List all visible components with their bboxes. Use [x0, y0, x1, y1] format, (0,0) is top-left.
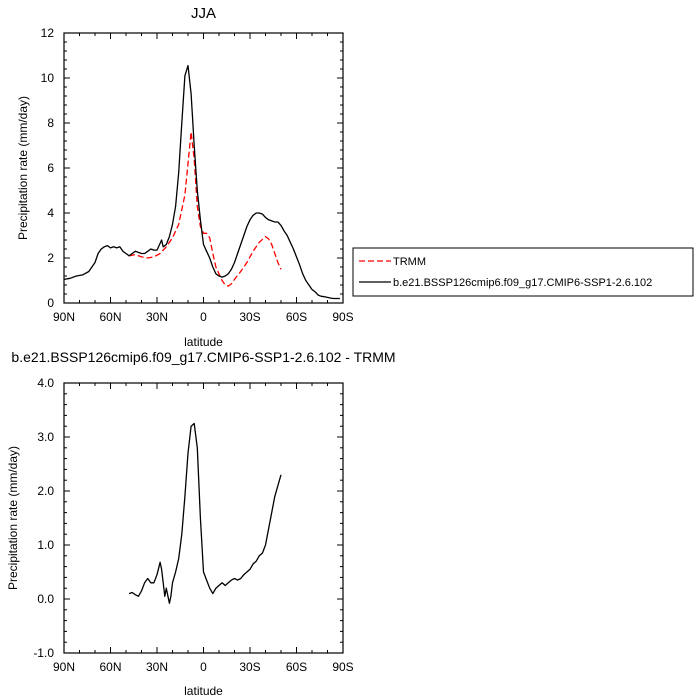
plot-frame: [63, 382, 344, 654]
x-tick-label: 30N: [146, 660, 168, 674]
y-tick-label: 1.0: [37, 538, 54, 552]
y-tick-label: 0.0: [37, 592, 54, 606]
x-tick-label: 90S: [332, 660, 353, 674]
x-tick-label: 90N: [53, 660, 75, 674]
series-line-model: [63, 64, 340, 300]
y-tick-label: 2: [47, 251, 54, 265]
chart-title: JJA: [191, 5, 216, 22]
x-tick-label: 30S: [239, 310, 260, 324]
y-tick-label: 2.0: [37, 484, 54, 498]
legend: TRMM b.e21.BSSP126cmip6.f09_g17.CMIP6-SSP…: [352, 247, 694, 297]
x-tick-label: 90S: [332, 310, 353, 324]
x-tick-label: 0: [200, 310, 207, 324]
legend-box: [352, 247, 694, 297]
y-axis-label: Precipitation rate (mm/day): [16, 96, 30, 240]
top-chart-panel: 90N 60N 30N 0 30S 60S 90S 0 2 4 6 8 10 12 JJA latitude P…: [16, 5, 354, 349]
x-tick-label: 30N: [146, 310, 168, 324]
x-tick-label: 0: [200, 660, 207, 674]
y-tick-label: -1.0: [33, 646, 54, 660]
y-tick-label: 3.0: [37, 430, 54, 444]
series-line-model: [128, 422, 282, 604]
y-tick-label: 4: [47, 206, 54, 220]
y-tick-label: 6: [47, 161, 54, 175]
x-tick-label: 60S: [286, 310, 307, 324]
y-tick-label: 8: [47, 116, 54, 130]
x-tick-label: 60S: [286, 660, 307, 674]
legend-entry: b.e21.BSSP126cmip6.f09_g17.CMIP6-SSP1-2.…: [393, 277, 652, 289]
legend-entry: TRMM: [393, 256, 426, 268]
x-tick-label: 60N: [99, 310, 121, 324]
series-line-trmm: [128, 131, 282, 287]
x-axis-label: latitude: [184, 684, 223, 698]
y-tick-label: 12: [41, 26, 55, 40]
x-tick-label: 30S: [239, 660, 260, 674]
x-tick-label: 90N: [53, 310, 75, 324]
plot-frame: [63, 32, 344, 304]
chart-title: b.e21.BSSP126cmip6.f09_g17.CMIP6-SSP1-2.…: [11, 349, 395, 365]
bottom-chart-panel: 90N 60N 30N 0 30S 60S 90S -1.0 0.0 1.0 2.0 3.0 4.0 b.…: [6, 349, 396, 698]
x-axis-label: latitude: [184, 335, 223, 349]
y-tick-label: 10: [41, 71, 55, 85]
y-tick-label: 0: [47, 296, 54, 310]
x-tick-label: 60N: [99, 660, 121, 674]
y-tick-label: 4.0: [37, 376, 54, 390]
y-axis-label: Precipitation rate (mm/day): [6, 446, 20, 590]
